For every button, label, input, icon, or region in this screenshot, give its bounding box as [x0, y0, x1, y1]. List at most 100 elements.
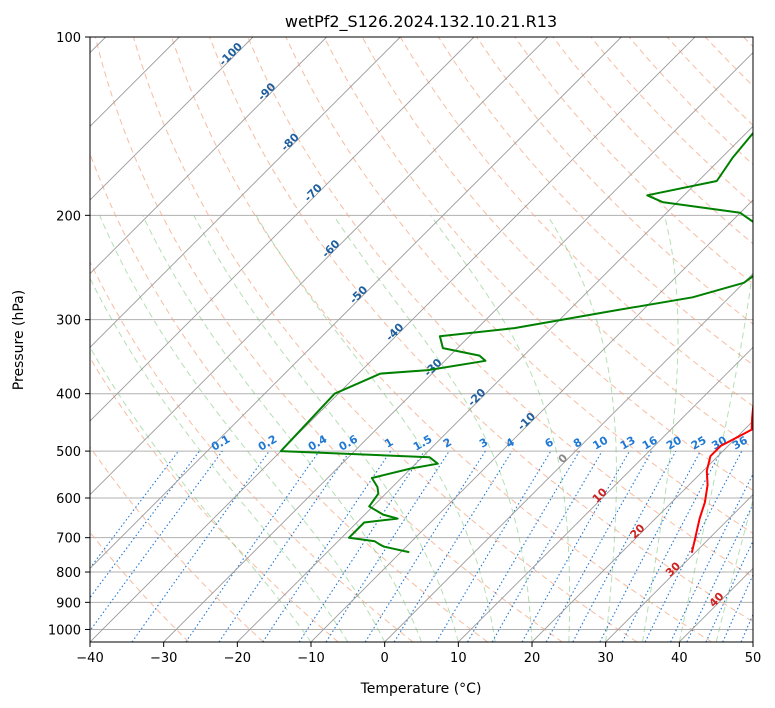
isotherm-line: [531, 420, 753, 642]
mixing-ratio-label: 0.6: [337, 432, 361, 453]
mixing-ratio-line: [325, 450, 450, 642]
mixing-ratio-label: 1: [382, 436, 395, 451]
temperature-label: 40: [707, 590, 727, 610]
mixing-ratio-line: [90, 450, 223, 632]
dry-adiabat-line: [209, 37, 753, 623]
mixing-ratio-line: [740, 613, 753, 642]
theta-e-label: -90: [255, 80, 278, 103]
isotherm-line: [90, 37, 327, 275]
isotherm-line: [605, 494, 753, 642]
mixing-ratio-line: [722, 573, 753, 642]
sounding-traces: [279, 131, 753, 553]
mixing-ratio-line: [435, 450, 552, 642]
mixing-ratio-line: [760, 451, 775, 642]
dry-adiabat-line: [514, 37, 753, 285]
isotherm-line: [90, 37, 254, 201]
mixing-ratio-label: 0.1: [209, 433, 232, 454]
x-tick-label: −30: [150, 651, 177, 666]
isotherm-line: [90, 37, 548, 496]
dry-adiabat-line: [476, 37, 753, 325]
x-tick-label: 40: [671, 651, 688, 666]
isotherm-line: [90, 37, 475, 422]
moist-adiabat-line: [430, 215, 571, 642]
dewpoint-trace: [279, 131, 753, 553]
mixing-ratio-line: [644, 450, 743, 642]
y-tick-label: 400: [56, 388, 81, 403]
isotherm-line: [163, 52, 753, 642]
x-tick-label: 0: [381, 651, 389, 666]
mixing-ratio-line: [185, 450, 320, 642]
mixing-ratio-label: 8: [571, 436, 584, 451]
theta-e-label: -80: [279, 130, 302, 153]
dry-adiabat-line: [90, 446, 264, 642]
mixing-ratio-line: [467, 450, 580, 642]
temperature-label: 10: [590, 485, 610, 505]
mixing-ratio-label: 16: [640, 433, 660, 452]
theta-e-label: -20: [465, 386, 488, 409]
mixing-ratio-label: 10: [590, 433, 610, 452]
x-tick-label: 20: [524, 651, 541, 666]
moist-adiabat-line: [142, 215, 422, 642]
mixing-ratio-line: [545, 450, 653, 642]
y-tick-label: 600: [56, 492, 81, 507]
mixing-ratio-line: [705, 539, 753, 642]
y-tick-label: 200: [56, 209, 81, 224]
moist-adiabat-line: [193, 215, 459, 642]
dry-adiabat-line: [90, 356, 339, 642]
mixing-ratio-line: [521, 450, 630, 642]
dry-adiabat-line: [704, 37, 753, 87]
mixing-ratio-line: [218, 450, 351, 642]
x-tick-label: −10: [297, 651, 324, 666]
dry-adiabat-line: [132, 37, 638, 642]
isotherms: [90, 37, 753, 642]
dry-adiabat-line: [90, 531, 190, 642]
temperature-label: 20: [628, 521, 648, 541]
x-axis-label: Temperature (°C): [360, 681, 482, 697]
theta-e-label: -100: [216, 40, 245, 69]
temperature-trace: [691, 398, 753, 553]
mixing-ratio-line: [393, 450, 513, 642]
y-tick-label: 900: [56, 596, 81, 611]
mixing-ratio-line: [572, 450, 677, 642]
y-tick-label: 700: [56, 532, 81, 547]
dry-adiabat-line: [285, 37, 753, 535]
pressure-gridlines: [90, 37, 753, 630]
dry-adiabat-line: [90, 260, 414, 642]
mixing-ratio-lines: [90, 450, 775, 642]
moist-adiabat-line: [547, 215, 617, 642]
mixing-ratio-label: 0.2: [256, 433, 279, 454]
mixing-ratio-label: 0.4: [306, 432, 330, 453]
moist-adiabats: [90, 215, 753, 642]
mixing-ratio-line: [686, 503, 753, 642]
mixing-ratio-line: [131, 450, 270, 642]
moist-adiabat-line: [642, 215, 679, 642]
theta-e-label: -40: [383, 320, 406, 343]
x-axis: −40 −30 −20 −10 0 10 20 30 40 50: [76, 642, 761, 666]
mixing-ratio-line: [90, 450, 179, 570]
isotherm-line: [310, 199, 753, 642]
dry-adiabat-line: [90, 152, 488, 642]
mixing-ratio-line: [262, 450, 392, 642]
theta-e-label: -10: [515, 410, 538, 433]
plot-frame: [89, 36, 754, 643]
mixing-ratio-label: 20: [664, 433, 684, 452]
dry-adiabats: [90, 37, 753, 642]
isotherm-line: [458, 346, 753, 642]
dry-adiabat-line: [590, 37, 753, 205]
mixing-ratio-line: [90, 450, 200, 599]
y-tick-label: 500: [56, 445, 81, 460]
dry-adiabat-line: [323, 37, 753, 491]
dry-adiabat-line: [171, 37, 712, 642]
moist-adiabat-line: [678, 264, 753, 642]
dry-adiabat-line: [437, 37, 753, 366]
x-tick-label: 30: [597, 651, 614, 666]
isotherm-line: [90, 37, 696, 642]
theta-e-label: -70: [302, 181, 325, 204]
isotherm-line: [384, 273, 753, 642]
moist-adiabat-line: [332, 215, 533, 642]
y-axis: 100 200 300 400 500 600 700 800 900 1000: [48, 31, 90, 638]
isotherm-line: [237, 125, 753, 642]
dry-adiabat-line: [666, 37, 753, 126]
isotherm-line: [90, 37, 401, 348]
